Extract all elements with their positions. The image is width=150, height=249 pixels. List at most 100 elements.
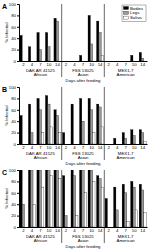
x-tick-label: 10 — [47, 62, 52, 67]
y-tick-label: 80 — [11, 13, 16, 18]
legend: BodiesLegsSaliva — [122, 5, 146, 21]
panel: 020406080100% Infected247101424710142471… — [2, 168, 148, 249]
group-separator — [61, 170, 62, 243]
bar — [39, 50, 41, 61]
bar — [118, 61, 120, 62]
bars — [20, 15, 144, 61]
y-tick-label: 40 — [11, 202, 16, 207]
panel-title: B — [2, 86, 7, 93]
x-tick-label: 7 — [124, 145, 127, 150]
bar — [116, 61, 118, 62]
panel-title: A — [2, 3, 7, 10]
bar — [116, 144, 118, 145]
bar — [84, 144, 86, 145]
bar — [33, 61, 35, 62]
y-tick-mark — [17, 193, 19, 194]
bar — [101, 55, 103, 61]
bar — [114, 138, 116, 144]
y-tick-mark — [17, 4, 19, 5]
bar — [90, 170, 92, 227]
y-tick: 40 — [11, 119, 19, 124]
x-tick: 2 — [65, 227, 68, 233]
x-tick-label: 4 — [73, 228, 76, 233]
x-tick: 2 — [22, 61, 25, 67]
bar — [37, 98, 39, 144]
y-axis: 020406080100 — [9, 168, 20, 230]
x-tick: 2 — [107, 227, 110, 233]
group-region: American — [117, 155, 136, 160]
bar — [141, 58, 143, 61]
x-tick-label: 10 — [89, 62, 94, 67]
bar — [73, 144, 75, 145]
y-tick-label: 80 — [11, 96, 16, 101]
bar — [48, 47, 50, 61]
x-tick: 7 — [39, 227, 42, 233]
bar — [133, 187, 135, 227]
bar — [144, 213, 146, 227]
panel: 020406080100% Infected247101424710142471… — [2, 85, 148, 166]
x-axis: 247101424710142471014 — [20, 61, 148, 67]
x-tick-label: 7 — [39, 62, 42, 67]
bar — [65, 216, 67, 227]
y-tick: 0 — [14, 59, 19, 64]
x-tick-label: 14 — [140, 228, 145, 233]
bar — [135, 210, 137, 227]
x-tick: 2 — [22, 227, 25, 233]
legend-swatch — [124, 16, 129, 19]
bar — [33, 204, 35, 227]
x-tick: 10 — [89, 61, 94, 67]
x-tick-label: 4 — [116, 62, 119, 67]
x-tick-label: 4 — [73, 145, 76, 150]
bar — [80, 170, 82, 227]
y-tick-mark — [17, 50, 19, 51]
bar — [107, 61, 109, 62]
x-tick-label: 14 — [55, 228, 60, 233]
bar — [59, 61, 61, 62]
panel: 020406080100% Infected247101424710142471… — [2, 2, 148, 83]
x-tick-label: 2 — [22, 62, 25, 67]
bar — [88, 15, 90, 61]
bar — [139, 184, 141, 227]
bar — [54, 110, 56, 144]
bar — [131, 130, 133, 144]
legend-box — [122, 5, 146, 21]
bar — [20, 116, 22, 145]
y-tick-label: 20 — [11, 47, 16, 52]
bar — [22, 204, 24, 227]
y-axis-line — [17, 88, 20, 145]
bar — [99, 33, 101, 62]
bar — [93, 61, 95, 62]
bar — [135, 144, 137, 145]
y-tick-label: 0 — [14, 225, 17, 230]
x-tick: 4 — [73, 144, 76, 150]
x-tick-label: 4 — [73, 62, 76, 67]
x-tick: 10 — [89, 144, 94, 150]
x-tick: 7 — [39, 61, 42, 67]
x-tick-label: 2 — [107, 145, 110, 150]
bar — [82, 61, 84, 62]
y-tick-mark — [17, 216, 19, 217]
x-tick: 10 — [89, 227, 94, 233]
y-tick-mark — [17, 38, 19, 39]
y-tick-label: 0 — [14, 59, 17, 64]
bar — [22, 144, 24, 145]
x-tick: 7 — [124, 144, 127, 150]
bar — [101, 187, 103, 227]
y-tick: 80 — [11, 179, 19, 184]
bar — [25, 144, 27, 145]
legend-label: Saliva — [130, 15, 142, 20]
x-tick-label: 4 — [31, 62, 34, 67]
x-tick-label: 7 — [39, 228, 42, 233]
bar — [28, 170, 30, 227]
bar — [54, 18, 56, 61]
bar — [144, 61, 146, 62]
bar — [22, 61, 24, 62]
plot: 020406080100% Infected247101424710142471… — [4, 168, 148, 249]
x-tick-label: 10 — [132, 145, 137, 150]
x-tick: 4 — [116, 227, 119, 233]
y-tick-label: 80 — [11, 179, 16, 184]
y-tick-label: 60 — [11, 191, 16, 196]
y-tick: 0 — [14, 142, 19, 147]
y-tick: 60 — [11, 191, 19, 196]
x-tick: 2 — [107, 144, 110, 150]
